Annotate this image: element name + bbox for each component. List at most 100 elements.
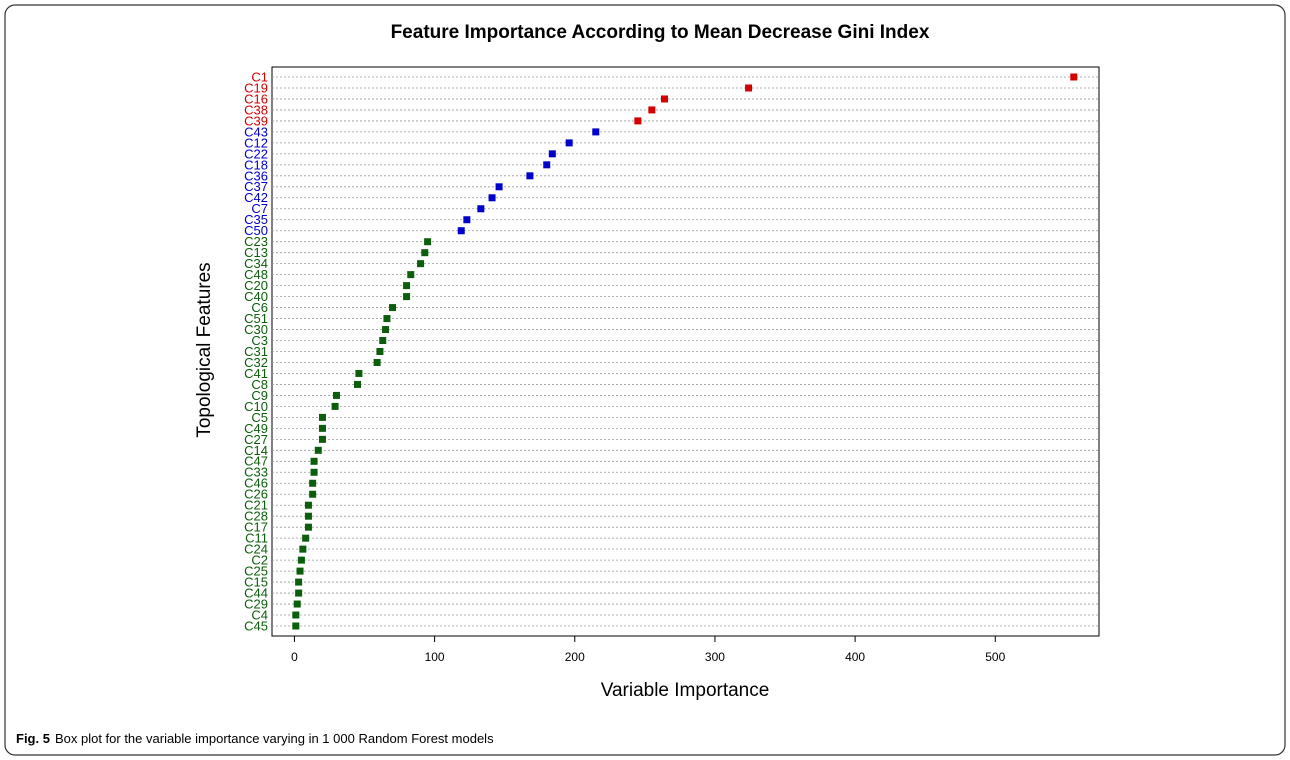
x-axis-label: Variable Importance <box>601 680 770 701</box>
y-tick-label: C19 <box>244 80 268 95</box>
x-tick-label: 100 <box>425 650 445 664</box>
dot <box>421 249 429 257</box>
dot <box>382 326 390 334</box>
y-tick-label: C18 <box>244 157 268 172</box>
dot <box>292 622 300 630</box>
dot <box>304 501 312 509</box>
y-tick-label: C50 <box>244 223 268 238</box>
dot <box>592 128 600 136</box>
dot <box>660 95 668 103</box>
dot <box>310 468 318 476</box>
y-tick-label: C28 <box>244 509 268 524</box>
y-tick-label: C5 <box>251 410 268 425</box>
y-tick-label: C4 <box>251 607 268 622</box>
dot <box>310 457 318 465</box>
y-tick-label: C1 <box>251 69 268 84</box>
y-tick-label: C22 <box>244 146 268 161</box>
dot <box>457 227 465 235</box>
dot <box>648 106 656 114</box>
dot <box>745 84 753 92</box>
y-tick-label: C11 <box>245 531 268 546</box>
dot <box>548 150 556 158</box>
dot <box>488 194 496 202</box>
y-tick-label: C42 <box>244 190 268 205</box>
dot <box>318 424 326 432</box>
dot <box>463 216 471 224</box>
dot <box>407 271 415 279</box>
dot <box>332 391 340 399</box>
y-tick-label: C10 <box>244 399 268 414</box>
y-tick-label: C38 <box>244 102 268 117</box>
dot <box>318 413 326 421</box>
y-tick-label: C14 <box>244 443 268 458</box>
y-tick-label: C7 <box>251 201 268 216</box>
y-tick-label: C49 <box>244 421 268 436</box>
y-tick-label: C15 <box>244 575 268 590</box>
y-tick-label: C23 <box>244 234 268 249</box>
y-axis-label: Topological Features <box>194 262 215 437</box>
dot <box>355 369 363 377</box>
dot <box>304 512 312 520</box>
dot <box>379 337 387 345</box>
y-tick-label: C41 <box>244 366 268 381</box>
y-tick-label: C30 <box>244 322 268 337</box>
caption: Fig. 5 Box plot for the variable importan… <box>16 731 494 746</box>
y-tick-label: C20 <box>244 278 268 293</box>
y-tick-label: C17 <box>244 520 268 535</box>
dot <box>403 293 411 301</box>
y-tick-label: C24 <box>244 542 268 557</box>
y-tick-label: C39 <box>244 113 268 128</box>
dot <box>634 117 642 125</box>
dot <box>526 172 534 180</box>
x-tick-label: 300 <box>705 650 725 664</box>
dot <box>354 380 362 388</box>
dot <box>309 479 317 487</box>
y-tick-label: C12 <box>244 135 268 150</box>
y-tick-label: C36 <box>244 168 268 183</box>
y-tick-label: C43 <box>244 124 268 139</box>
dot <box>565 139 573 147</box>
dot <box>292 611 300 619</box>
y-tick-label: C21 <box>244 498 268 513</box>
dot <box>389 304 397 312</box>
y-tick-label: C3 <box>251 333 268 348</box>
dot <box>376 348 384 355</box>
dot <box>1070 73 1078 81</box>
y-tick-label: C25 <box>244 564 268 579</box>
x-tick-label: 500 <box>985 650 1005 664</box>
dot <box>297 556 305 564</box>
x-tick-label: 0 <box>291 650 298 664</box>
dot <box>403 282 411 290</box>
y-tick-label: C45 <box>244 618 268 633</box>
caption-text: Box plot for the variable importance var… <box>55 731 494 746</box>
y-tick-label: C32 <box>244 355 268 370</box>
chart-title: Feature Importance According to Mean Dec… <box>391 22 930 43</box>
dot <box>424 238 432 246</box>
y-tick-label: C16 <box>244 91 268 106</box>
dot <box>314 446 322 454</box>
x-tick-label: 400 <box>845 650 865 664</box>
caption-label: Fig. 5 <box>16 731 50 746</box>
dot <box>299 545 307 553</box>
dot <box>309 490 317 498</box>
y-tick-label: C46 <box>244 476 268 491</box>
dot <box>302 534 310 542</box>
y-tick-label: C8 <box>251 377 268 392</box>
y-tick-label: C31 <box>244 344 268 359</box>
y-tick-label: C37 <box>244 179 268 194</box>
y-tick-label: C6 <box>251 300 268 315</box>
y-tick-label: C35 <box>244 212 268 227</box>
dot <box>331 402 339 410</box>
dot <box>477 205 485 213</box>
y-tick-label: C40 <box>244 289 268 304</box>
y-tick-label: C13 <box>244 245 268 260</box>
dot <box>543 161 551 169</box>
dot <box>383 315 391 323</box>
y-tick-label: C27 <box>244 432 268 447</box>
frame <box>4 4 1286 756</box>
y-tick-label: C9 <box>251 388 268 403</box>
y-tick-label: C2 <box>251 553 268 568</box>
dot <box>296 567 304 575</box>
dot <box>495 183 503 191</box>
